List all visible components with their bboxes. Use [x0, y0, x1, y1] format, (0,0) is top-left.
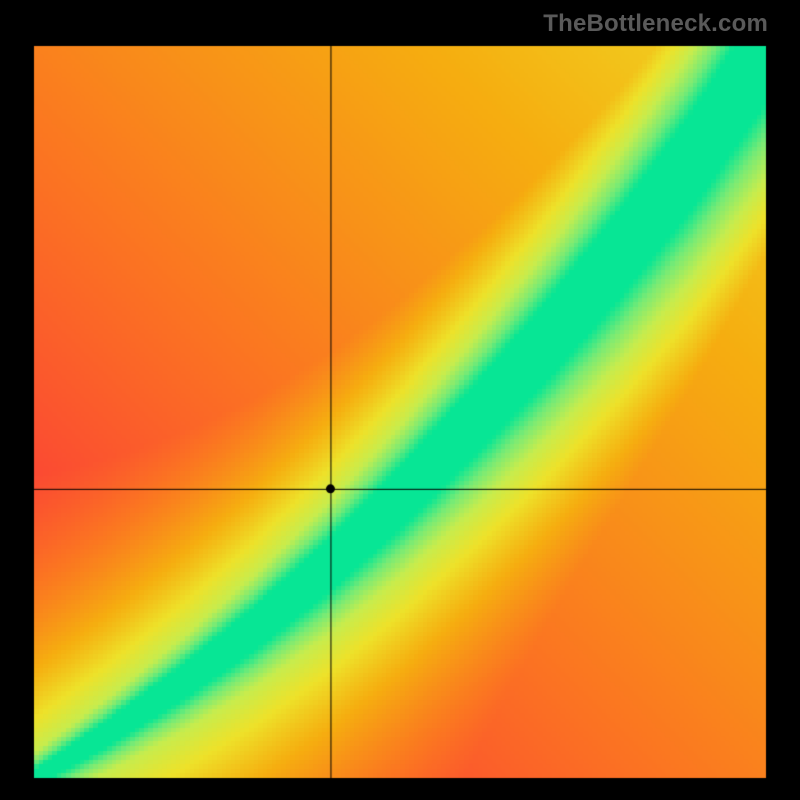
- watermark-text: TheBottleneck.com: [543, 10, 768, 38]
- chart-container: TheBottleneck.com: [0, 0, 800, 800]
- bottleneck-heatmap: [0, 0, 800, 800]
